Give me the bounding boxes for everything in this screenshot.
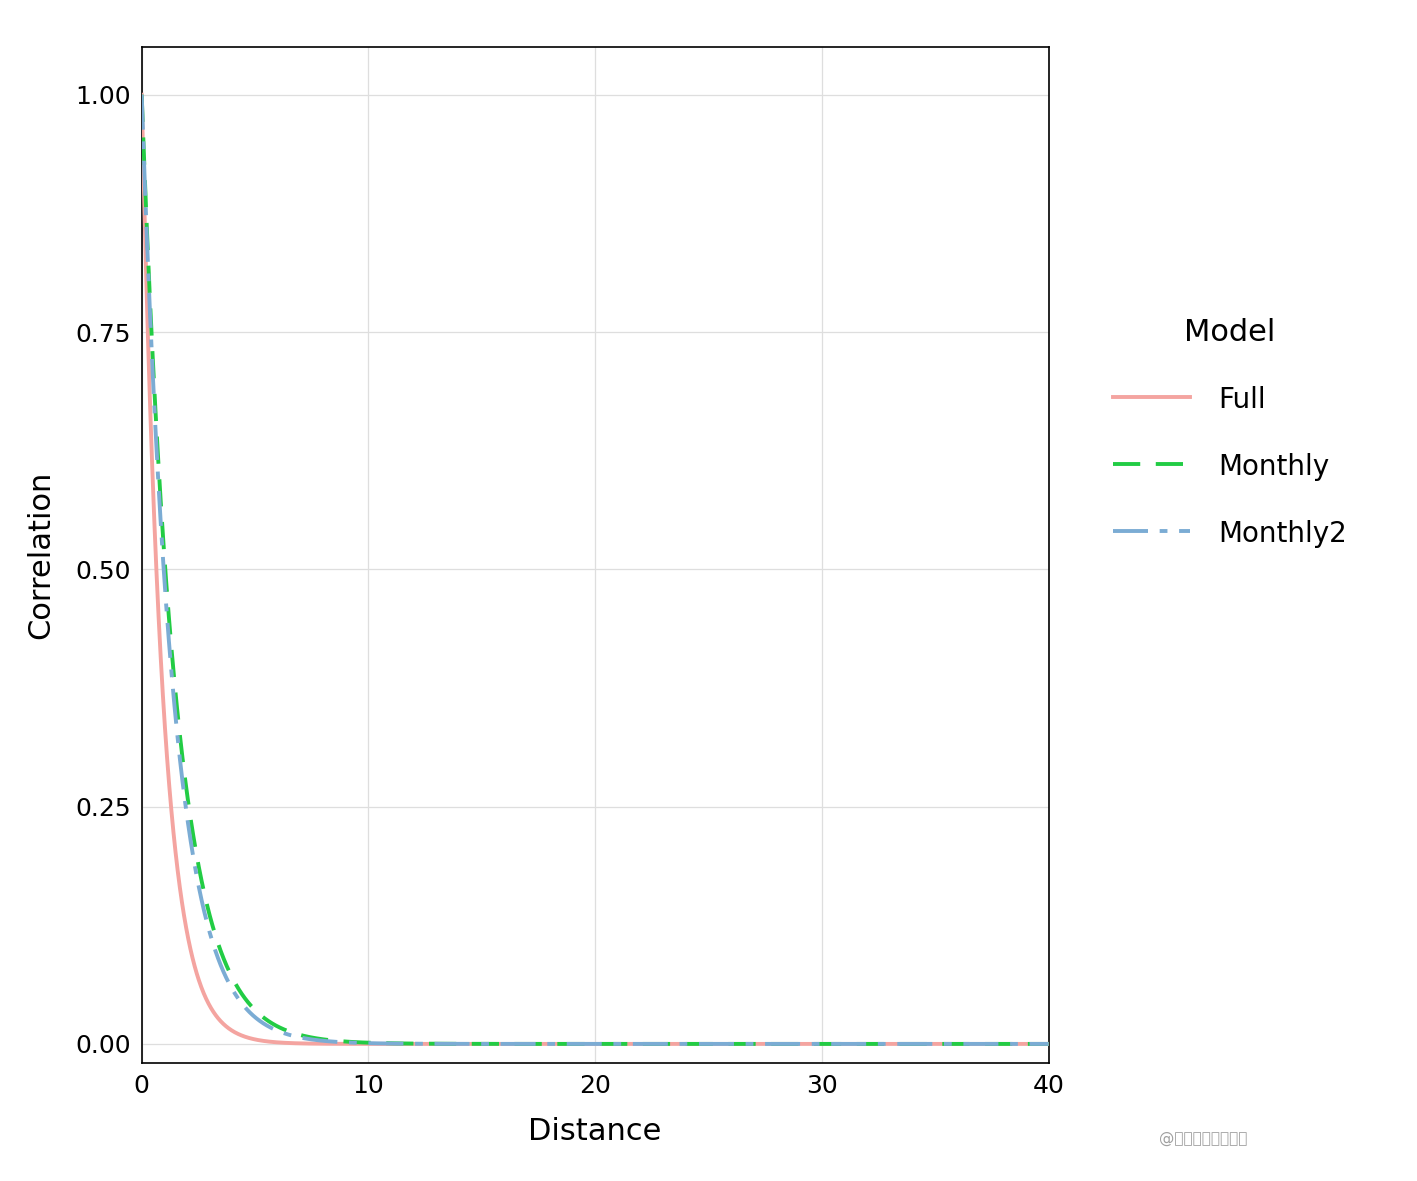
Monthly2 [520, 1037, 537, 1051]
Line: Monthly: Monthly [142, 94, 1049, 1044]
Monthly [290, 1027, 307, 1042]
X-axis label: Distance: Distance [529, 1117, 662, 1147]
Monthly [133, 87, 150, 102]
Monthly2 [1040, 1037, 1057, 1051]
Full [924, 1037, 941, 1051]
Monthly [1040, 1037, 1057, 1051]
Monthly [480, 1037, 497, 1051]
Line: Monthly2: Monthly2 [142, 94, 1049, 1044]
Full [520, 1037, 537, 1051]
Full [1040, 1037, 1057, 1051]
Monthly [237, 992, 254, 1006]
Monthly [520, 1037, 537, 1051]
Y-axis label: Correlation: Correlation [27, 471, 55, 639]
Monthly [924, 1037, 941, 1051]
Full [237, 1030, 254, 1044]
Monthly [1022, 1037, 1039, 1051]
Full [290, 1036, 307, 1050]
Monthly2 [480, 1037, 497, 1051]
Monthly2 [237, 1000, 254, 1014]
Full [480, 1037, 497, 1051]
Text: @稺土掴金技术社区: @稺土掴金技术社区 [1159, 1130, 1247, 1146]
Monthly2 [924, 1037, 941, 1051]
Full [1022, 1037, 1039, 1051]
Full [133, 87, 150, 102]
Legend: Full, Monthly, Monthly2: Full, Monthly, Monthly2 [1098, 305, 1360, 562]
Monthly2 [1022, 1037, 1039, 1051]
Monthly2 [290, 1030, 307, 1044]
Monthly2 [133, 87, 150, 102]
Line: Full: Full [142, 94, 1049, 1044]
